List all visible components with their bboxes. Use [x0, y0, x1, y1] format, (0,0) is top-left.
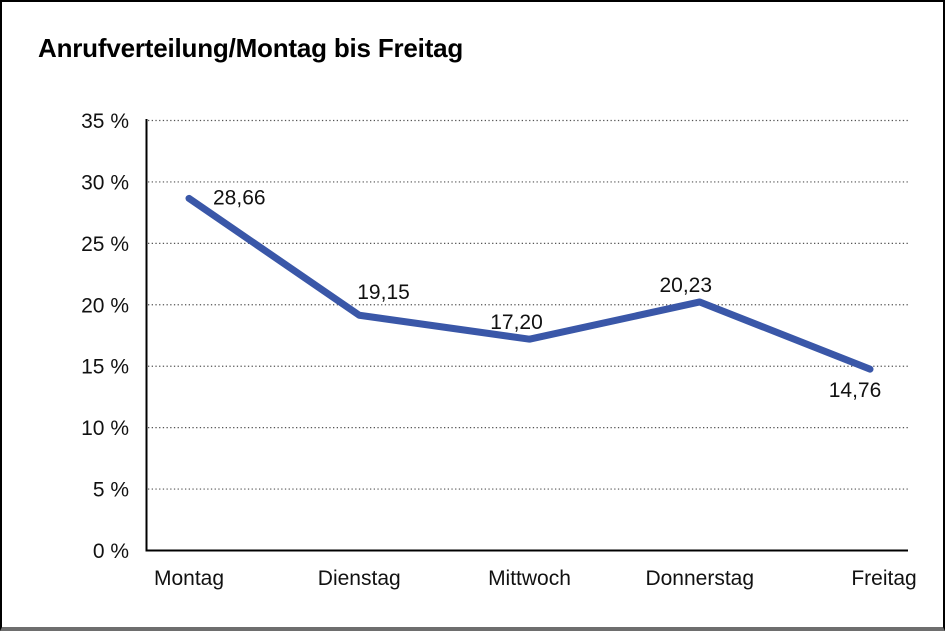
x-axis-label: Montag: [154, 567, 224, 590]
y-tick-label: 15 %: [81, 356, 129, 379]
data-label: 17,20: [490, 311, 543, 334]
data-label: 19,15: [357, 281, 410, 304]
y-tick-label: 5 %: [93, 479, 129, 502]
y-tick-label: 10 %: [81, 417, 129, 440]
y-tick-label: 35 %: [81, 110, 129, 133]
y-tick-label: 20 %: [81, 294, 129, 317]
y-tick-label: 25 %: [81, 233, 129, 256]
data-label: 28,66: [213, 186, 266, 209]
x-axis-label: Freitag: [851, 567, 916, 590]
chart-title: Anrufverteilung/Montag bis Freitag: [38, 33, 464, 63]
x-axis-label: Dienstag: [318, 567, 401, 590]
y-tick-label: 30 %: [81, 171, 129, 194]
data-label: 20,23: [659, 274, 712, 297]
x-axis-label: Mittwoch: [488, 567, 571, 590]
data-label: 14,76: [829, 379, 882, 402]
y-tick-label: 0 %: [93, 540, 129, 563]
axis-lines: [145, 119, 908, 552]
x-axis-label: Donnerstag: [645, 567, 754, 590]
data-line: [185, 194, 874, 373]
